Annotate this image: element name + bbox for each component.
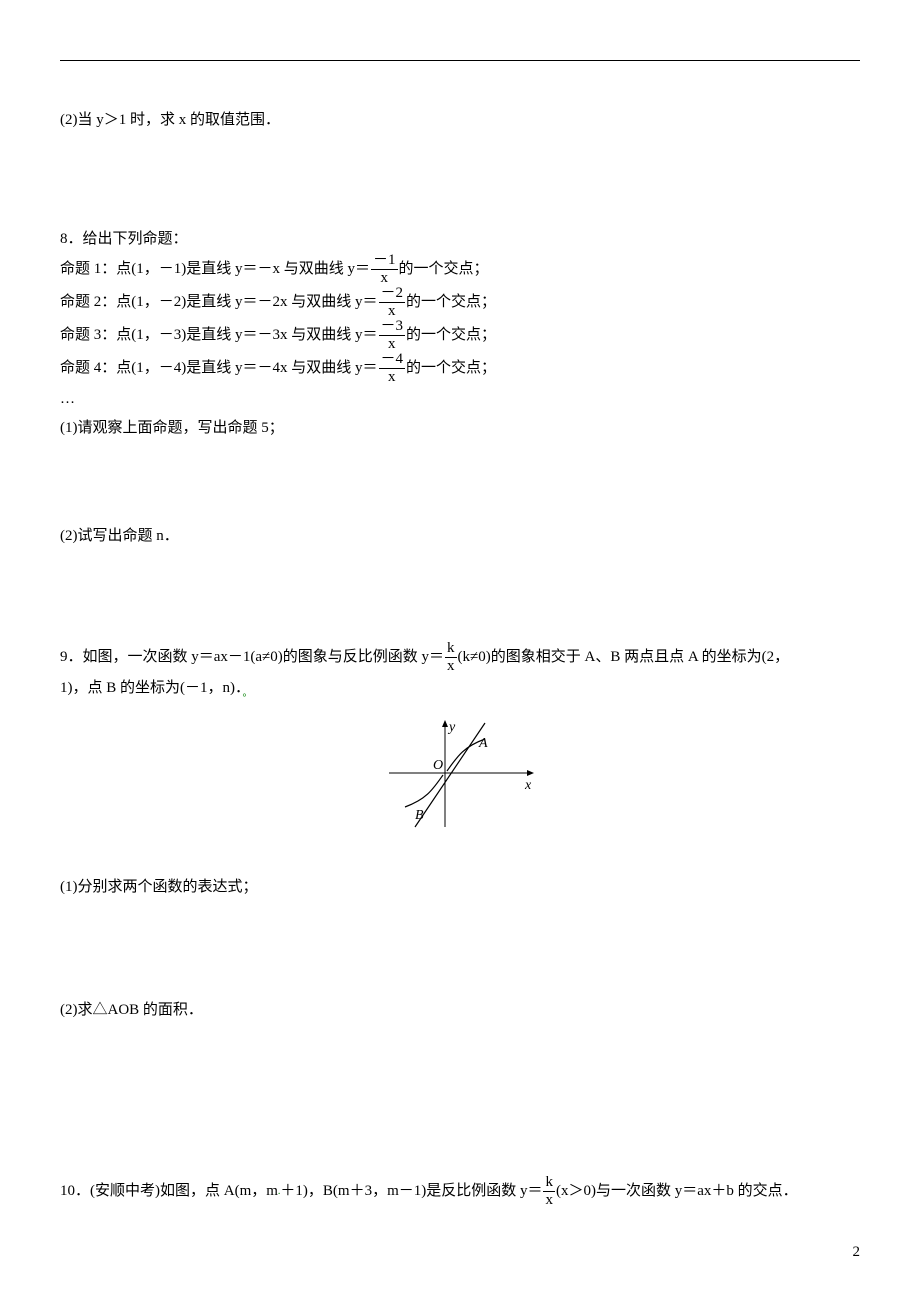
prop1-fraction: －1 x — [371, 253, 398, 286]
q8-ellipsis: … — [60, 385, 860, 414]
axis-label-y: y — [447, 720, 456, 735]
q9-line2: 1)，点 B 的坐标为(－1，n)．。 — [60, 674, 860, 703]
q9-lead: 9．如图，一次函数 y＝ax－1(a≠0)的图象与反比例函数 y＝ k x (k… — [60, 641, 860, 674]
q7-part2-text: (2)当 y＞1 时，求 x 的取值范围． — [60, 106, 860, 135]
q9-figure: y x O A B — [385, 717, 535, 847]
proposition-3: 命题 3：点(1，－3)是直线 y＝－3x 与双曲线 y＝ －3 x 的一个交点… — [60, 319, 860, 352]
q9-lead-b: (k≠0)的图象相交于 A、B 两点且点 A 的坐标为(2， — [458, 643, 790, 672]
footnote-mark-icon: 。 — [243, 688, 253, 699]
proposition-1: 命题 1：点(1，－1)是直线 y＝－x 与双曲线 y＝ －1 x 的一个交点； — [60, 253, 860, 286]
prop2-label: 命题 2：点(1，－2)是直线 y＝－2x 与双曲线 y＝ — [60, 288, 378, 317]
prop2-fraction: －2 x — [379, 286, 406, 319]
question-9: 9．如图，一次函数 y＝ax－1(a≠0)的图象与反比例函数 y＝ k x (k… — [60, 641, 860, 1025]
q8-part1: (1)请观察上面命题，写出命题 5； — [60, 414, 860, 443]
prop4-tail: 的一个交点； — [406, 354, 496, 383]
q9-part2: (2)求△AOB 的面积． — [60, 996, 860, 1025]
q10-lead-b: ＋1)，B(m＋3，m－1)是反比例函数 y＝ — [280, 1177, 542, 1206]
origin-label: O — [433, 758, 443, 773]
prop3-label: 命题 3：点(1，－3)是直线 y＝－3x 与双曲线 y＝ — [60, 321, 378, 350]
axis-label-x: x — [524, 778, 532, 793]
point-a-label: A — [478, 736, 488, 751]
q10-lead-a: 10．(安顺中考)如图，点 A(m，m — [60, 1177, 278, 1206]
point-b-label: B — [415, 808, 424, 823]
prop1-tail: 的一个交点； — [399, 255, 489, 284]
prop1-label: 命题 1：点(1，－1)是直线 y＝－x 与双曲线 y＝ — [60, 255, 370, 284]
page-number: 2 — [853, 1238, 861, 1267]
prop3-fraction: －3 x — [379, 319, 406, 352]
question-7-part2: (2)当 y＞1 时，求 x 的取值范围． — [60, 106, 860, 135]
prop4-fraction: －4 x — [379, 352, 406, 385]
q10-lead-c: (x＞0)与一次函数 y＝ax＋b 的交点． — [556, 1177, 798, 1206]
q8-heading: 8．给出下列命题： — [60, 225, 860, 254]
prop2-tail: 的一个交点； — [406, 288, 496, 317]
q9-part1: (1)分别求两个函数的表达式； — [60, 873, 860, 902]
q10-fraction: k x — [543, 1175, 555, 1208]
q9-fraction: k x — [445, 641, 457, 674]
page-top-rule — [60, 60, 860, 61]
q10-lead: 10．(安顺中考)如图，点 A(m，m.＋1)，B(m＋3，m－1)是反比例函数… — [60, 1175, 860, 1208]
q9-lead-a: 9．如图，一次函数 y＝ax－1(a≠0)的图象与反比例函数 y＝ — [60, 643, 444, 672]
q8-part2: (2)试写出命题 n． — [60, 522, 860, 551]
question-10: 10．(安顺中考)如图，点 A(m，m.＋1)，B(m＋3，m－1)是反比例函数… — [60, 1175, 860, 1208]
question-8: 8．给出下列命题： 命题 1：点(1，－1)是直线 y＝－x 与双曲线 y＝ －… — [60, 225, 860, 551]
proposition-4: 命题 4：点(1，－4)是直线 y＝－4x 与双曲线 y＝ －4 x 的一个交点… — [60, 352, 860, 385]
prop3-tail: 的一个交点； — [406, 321, 496, 350]
prop4-label: 命题 4：点(1，－4)是直线 y＝－4x 与双曲线 y＝ — [60, 354, 378, 383]
proposition-2: 命题 2：点(1，－2)是直线 y＝－2x 与双曲线 y＝ －2 x 的一个交点… — [60, 286, 860, 319]
